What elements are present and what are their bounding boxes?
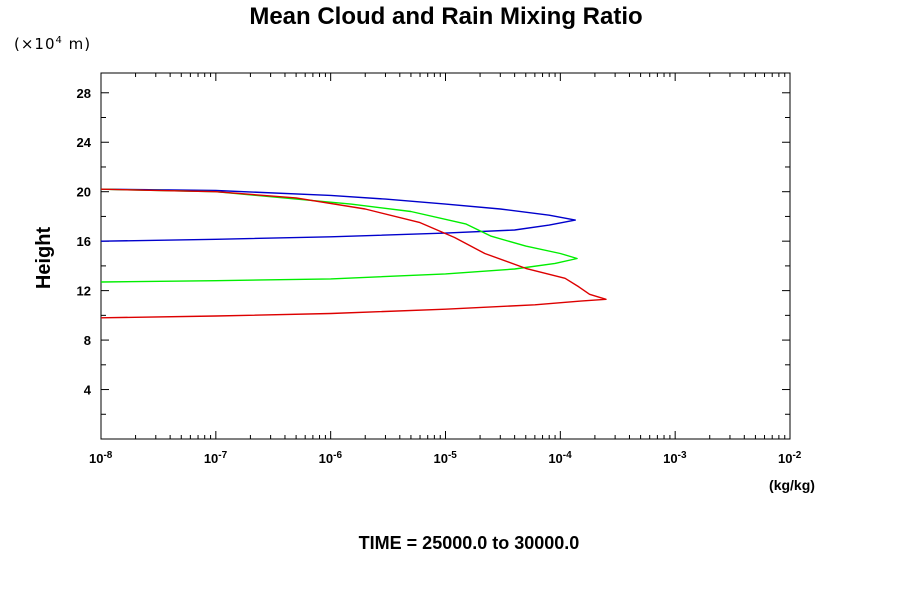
x-tick-label: 10-7 [204, 450, 228, 466]
x-tick-label: 10-4 [548, 450, 572, 466]
y-tick-label: 4 [84, 383, 92, 398]
y-tick-labels: 4 8 12 16 20 24 28 [77, 86, 92, 398]
series-line [100, 188, 607, 319]
y-tick-label: 28 [77, 86, 91, 101]
x-tick-labels: 10-8 10-7 10-6 10-5 10-4 10-3 10-2 [89, 450, 802, 466]
x-tick-label: 10-3 [663, 450, 687, 466]
series-line [100, 188, 578, 283]
chart-title: Mean Cloud and Rain Mixing Ratio [249, 3, 642, 30]
y-axis-label: Height [33, 227, 55, 290]
x-tick-label: 10-6 [319, 450, 343, 466]
y-unit-note: (×104 m) [14, 35, 91, 53]
plot-frame [100, 72, 791, 440]
x-tick-label: 10-5 [434, 450, 458, 466]
axis-ticks [100, 73, 790, 439]
x-tick-label: 10-2 [778, 450, 802, 466]
y-tick-label: 24 [77, 135, 92, 150]
series-line [100, 188, 576, 242]
y-tick-label: 20 [77, 185, 91, 200]
series-lines [100, 188, 607, 319]
x-axis-unit: (kg/kg) [769, 477, 815, 493]
y-tick-label: 16 [77, 234, 91, 249]
x-tick-label: 10-8 [89, 450, 113, 466]
y-tick-label: 12 [77, 284, 91, 299]
y-tick-label: 8 [84, 333, 91, 348]
time-range-label: TIME = 25000.0 to 30000.0 [359, 533, 580, 553]
